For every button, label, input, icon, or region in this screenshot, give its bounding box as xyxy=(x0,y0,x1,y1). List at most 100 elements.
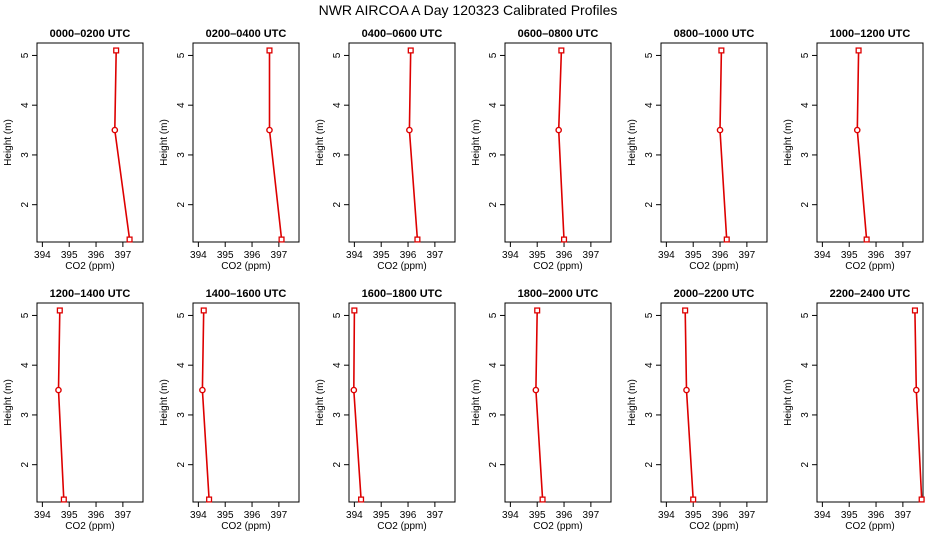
y-tick-label: 5 xyxy=(332,312,343,318)
profile-line xyxy=(914,310,923,500)
y-tick-label: 3 xyxy=(176,152,187,158)
y-tick-label: 4 xyxy=(488,102,499,108)
x-tick-label: 397 xyxy=(739,510,756,521)
y-tick-label: 5 xyxy=(20,52,31,58)
y-tick-label: 2 xyxy=(176,201,187,207)
y-tick-label: 4 xyxy=(176,362,187,368)
x-tick-label: 395 xyxy=(529,510,546,521)
data-point-square xyxy=(126,236,133,243)
x-axis-label: CO2 (ppm) xyxy=(533,521,582,532)
y-tick-label: 2 xyxy=(488,461,499,467)
x-tick-label: 397 xyxy=(271,510,288,521)
y-axis-label: Height (m) xyxy=(627,119,638,166)
x-tick-label: 396 xyxy=(88,510,105,521)
profile-line xyxy=(684,310,694,500)
x-axis-label: CO2 (ppm) xyxy=(689,521,738,532)
panel-title: 0600–0800 UTC xyxy=(518,28,599,40)
data-point-circle xyxy=(853,126,861,134)
x-tick-label: 397 xyxy=(427,250,444,261)
data-point-square xyxy=(560,236,568,243)
y-tick-label: 4 xyxy=(488,362,499,368)
x-tick-label: 396 xyxy=(400,510,417,521)
x-tick-label: 394 xyxy=(34,510,51,521)
data-point-square xyxy=(358,496,365,503)
x-tick-label: 395 xyxy=(373,250,390,261)
y-tick-label: 3 xyxy=(644,152,655,158)
x-tick-label: 397 xyxy=(583,510,600,521)
data-point-square xyxy=(918,496,925,503)
panel-grid: 0000–0200 UTC 394 395 396 397 2 3 4 5 CO2 (ppm) He… xyxy=(3,28,925,532)
x-tick-label: 394 xyxy=(814,510,831,521)
profile-line xyxy=(113,50,131,240)
x-tick-label: 394 xyxy=(658,250,675,261)
x-axis-label: CO2 (ppm) xyxy=(377,261,426,272)
data-point-square xyxy=(718,47,725,54)
x-tick-label: 395 xyxy=(217,250,234,261)
y-axis-label: Height (m) xyxy=(3,379,14,426)
y-tick-label: 2 xyxy=(644,201,655,207)
x-tick-label: 394 xyxy=(190,250,207,261)
y-tick-label: 2 xyxy=(488,201,499,207)
y-axis-label: Height (m) xyxy=(315,119,326,166)
profile-line xyxy=(856,50,868,240)
profile-line xyxy=(268,50,283,240)
data-point-square xyxy=(534,307,541,314)
y-axis-label: Height (m) xyxy=(159,379,170,426)
y-tick-label: 5 xyxy=(644,312,655,318)
data-point-square xyxy=(863,236,870,243)
y-axis-label: Height (m) xyxy=(471,379,482,426)
x-tick-label: 394 xyxy=(346,250,363,261)
y-tick-label: 3 xyxy=(488,152,499,158)
panel-2: 0200–0400 UTC 394 395 396 397 2 3 4 5 CO2 (ppm) He… xyxy=(159,28,300,272)
profile-line xyxy=(408,50,419,240)
data-point-square xyxy=(56,307,63,314)
plot-frame xyxy=(660,302,768,503)
data-point-circle xyxy=(716,126,724,134)
y-tick-label: 4 xyxy=(644,102,655,108)
panel-11: 2000–2200 UTC 394 395 396 397 2 3 4 5 CO2 (ppm) He… xyxy=(627,288,768,532)
panel-1: 0000–0200 UTC 394 395 396 397 2 3 4 5 CO2 (ppm) He… xyxy=(3,28,144,272)
x-tick-label: 395 xyxy=(217,510,234,521)
y-tick-label: 2 xyxy=(644,461,655,467)
panel-5: 0800–1000 UTC 394 395 396 397 2 3 4 5 CO2 (ppm) He… xyxy=(627,28,768,272)
x-axis-label: CO2 (ppm) xyxy=(533,261,582,272)
profile-line xyxy=(352,310,362,500)
data-point-circle xyxy=(912,386,920,394)
y-tick-label: 4 xyxy=(20,102,31,108)
x-tick-label: 394 xyxy=(658,510,675,521)
y-tick-label: 4 xyxy=(644,362,655,368)
x-tick-label: 395 xyxy=(373,510,390,521)
x-axis-label: CO2 (ppm) xyxy=(65,521,114,532)
x-tick-label: 396 xyxy=(712,250,729,261)
data-point-square xyxy=(206,496,213,503)
x-tick-label: 394 xyxy=(190,510,207,521)
x-tick-label: 397 xyxy=(115,250,132,261)
y-tick-label: 2 xyxy=(332,201,343,207)
y-tick-label: 3 xyxy=(800,152,811,158)
x-tick-label: 394 xyxy=(502,510,519,521)
x-tick-label: 397 xyxy=(271,250,288,261)
y-tick-label: 4 xyxy=(176,102,187,108)
plot-frame xyxy=(816,302,924,503)
y-tick-label: 4 xyxy=(800,102,811,108)
panel-title: 1400–1600 UTC xyxy=(206,288,287,300)
panel-title: 0200–0400 UTC xyxy=(206,28,287,40)
panel-7: 1200–1400 UTC 394 395 396 397 2 3 4 5 CO2 (ppm) He… xyxy=(3,288,144,532)
x-tick-label: 396 xyxy=(88,250,105,261)
data-point-circle xyxy=(266,126,273,134)
data-point-circle xyxy=(55,386,62,394)
y-axis-label: Height (m) xyxy=(471,119,482,166)
panel-title: 2200–2400 UTC xyxy=(830,288,911,300)
data-point-square xyxy=(113,47,120,54)
y-tick-label: 5 xyxy=(644,52,655,58)
x-axis-label: CO2 (ppm) xyxy=(845,521,894,532)
data-point-circle xyxy=(555,126,562,134)
x-axis-label: CO2 (ppm) xyxy=(65,261,114,272)
y-tick-label: 4 xyxy=(332,102,343,108)
x-tick-label: 394 xyxy=(502,250,519,261)
plot-frame xyxy=(36,302,144,503)
panel-title: 1600–1800 UTC xyxy=(362,288,443,300)
x-tick-label: 397 xyxy=(427,510,444,521)
data-point-square xyxy=(278,236,285,243)
x-tick-label: 396 xyxy=(556,510,573,521)
